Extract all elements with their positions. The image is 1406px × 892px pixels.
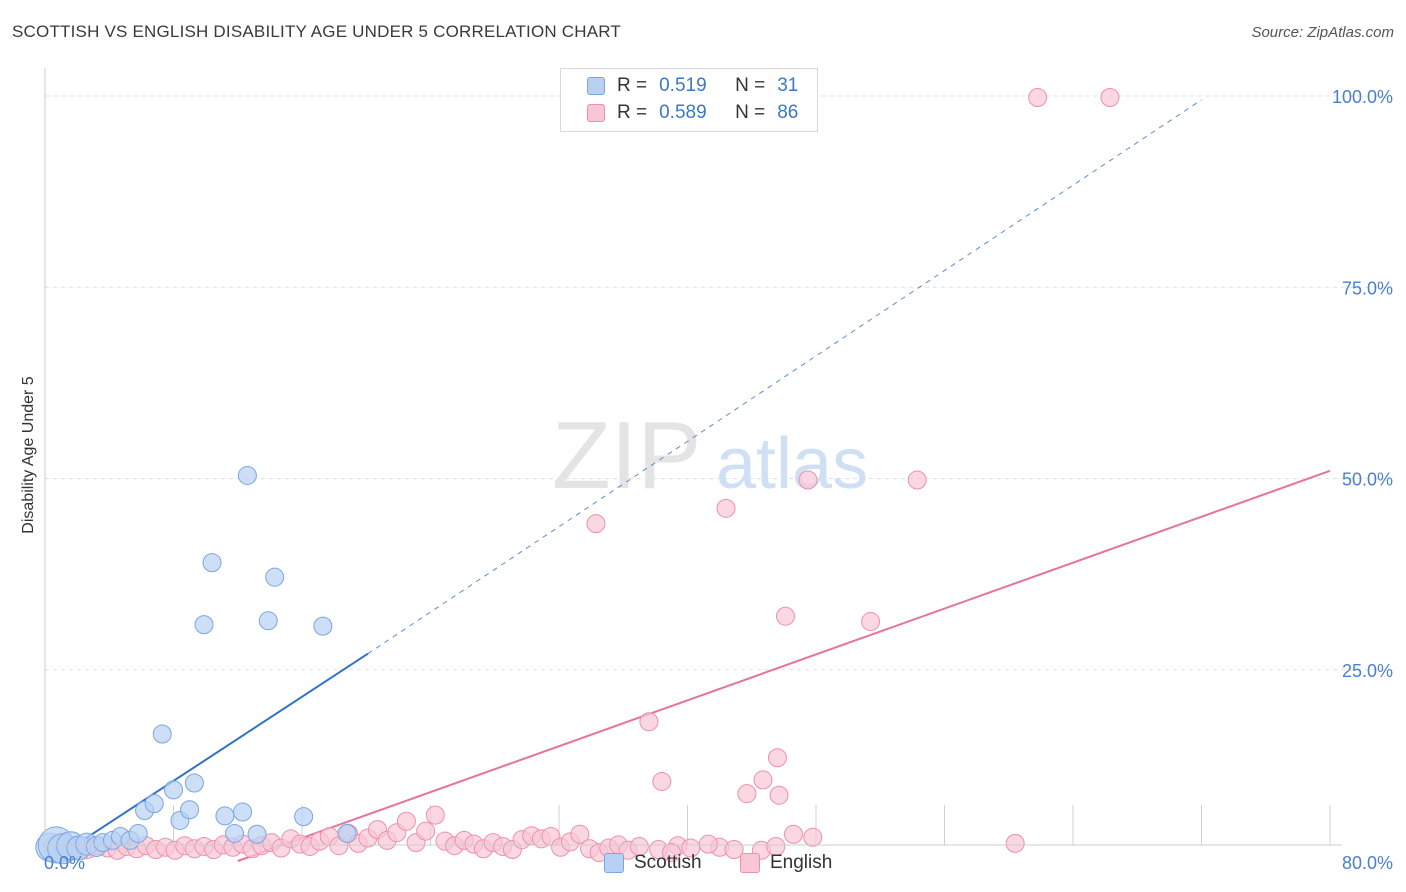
english-point	[784, 824, 804, 844]
trend-lines	[54, 99, 1331, 862]
source-label: Source: ZipAtlas.com	[1251, 24, 1394, 41]
scottish-point	[237, 465, 257, 485]
legend-r-value: 0.519	[659, 75, 707, 96]
scottish-point	[313, 616, 333, 636]
y-axis-label: Disability Age Under 5	[20, 376, 37, 534]
scottish-point	[294, 807, 314, 827]
scottish-point	[144, 794, 164, 814]
scottish-swatch	[604, 853, 624, 873]
y-tick-label: 100.0%	[1332, 87, 1393, 107]
scottish-trend-extension	[367, 99, 1202, 655]
tick-labels: 25.0% 50.0% 75.0% 100.0% 0.0% 80.0%	[44, 87, 1393, 873]
english-point	[803, 827, 823, 847]
axes	[44, 68, 1342, 846]
watermark-atlas: atlas	[716, 424, 868, 504]
scottish-swatch	[587, 77, 605, 95]
scottish-point	[194, 615, 214, 635]
scottish-point	[180, 800, 200, 820]
legend-n-value: 31	[777, 75, 799, 96]
english-point	[416, 821, 436, 841]
english-point	[661, 843, 681, 863]
scottish-point	[215, 806, 235, 826]
chart-title: SCOTTISH VS ENGLISH DISABILITY AGE UNDER…	[12, 22, 622, 41]
watermark: ZIP atlas	[552, 402, 868, 509]
english-point	[629, 836, 649, 856]
english-point	[766, 836, 786, 856]
english-point	[652, 771, 672, 791]
scottish-point	[152, 724, 172, 744]
scottish-point	[225, 823, 245, 843]
bottom-legend-scottish: Scottish	[604, 852, 702, 874]
english-point	[767, 748, 787, 768]
english-point	[907, 470, 927, 490]
english-swatch	[740, 853, 760, 873]
watermark-zip: ZIP	[552, 402, 701, 509]
scottish-point	[184, 773, 204, 793]
english-point	[1028, 88, 1048, 108]
scottish-point	[258, 611, 278, 631]
scottish-point	[202, 553, 222, 573]
english-trend-line	[237, 469, 1331, 862]
legend-r-label: R =	[617, 102, 648, 123]
english-point	[425, 805, 445, 825]
y-tick-label: 25.0%	[1342, 661, 1393, 681]
english-point	[716, 498, 736, 518]
legend-n-label: N =	[735, 102, 766, 123]
legend-row-english: R = 0.589 N = 86	[587, 100, 798, 126]
scottish-point	[128, 823, 148, 843]
scottish-point	[265, 567, 285, 587]
english-point	[769, 785, 789, 805]
x-tick-label: 0.0%	[44, 853, 85, 873]
bottom-legend-label: English	[770, 852, 833, 873]
legend-n-value: 86	[777, 102, 799, 123]
english-point	[798, 470, 818, 490]
legend-r-value: 0.589	[659, 102, 707, 123]
legend: R = 0.519 N = 31 R = 0.589 N = 86	[560, 68, 818, 132]
scottish-point	[337, 823, 357, 843]
english-swatch	[587, 104, 605, 122]
english-point	[861, 612, 881, 632]
scottish-trend-line	[54, 652, 369, 860]
scottish-point	[164, 780, 183, 800]
english-point	[737, 784, 757, 804]
english-point	[753, 770, 773, 790]
english-point	[698, 834, 718, 854]
english-point	[396, 811, 416, 831]
english-point	[1100, 88, 1120, 108]
legend-row-scottish: R = 0.519 N = 31	[587, 73, 798, 99]
bottom-legend-label: Scottish	[634, 852, 702, 873]
legend-r-label: R =	[617, 75, 648, 96]
y-tick-label: 50.0%	[1342, 470, 1393, 490]
english-point	[586, 514, 606, 534]
y-tick-label: 75.0%	[1342, 278, 1393, 298]
x-tick-label: 80.0%	[1342, 853, 1393, 873]
scottish-point	[247, 824, 267, 844]
english-point	[1005, 833, 1025, 853]
english-point	[775, 606, 795, 626]
legend-n-label: N =	[735, 75, 766, 96]
english-point	[639, 712, 659, 732]
bottom-legend-english: English	[740, 852, 832, 874]
scottish-point	[233, 802, 253, 822]
english-point	[570, 824, 590, 844]
